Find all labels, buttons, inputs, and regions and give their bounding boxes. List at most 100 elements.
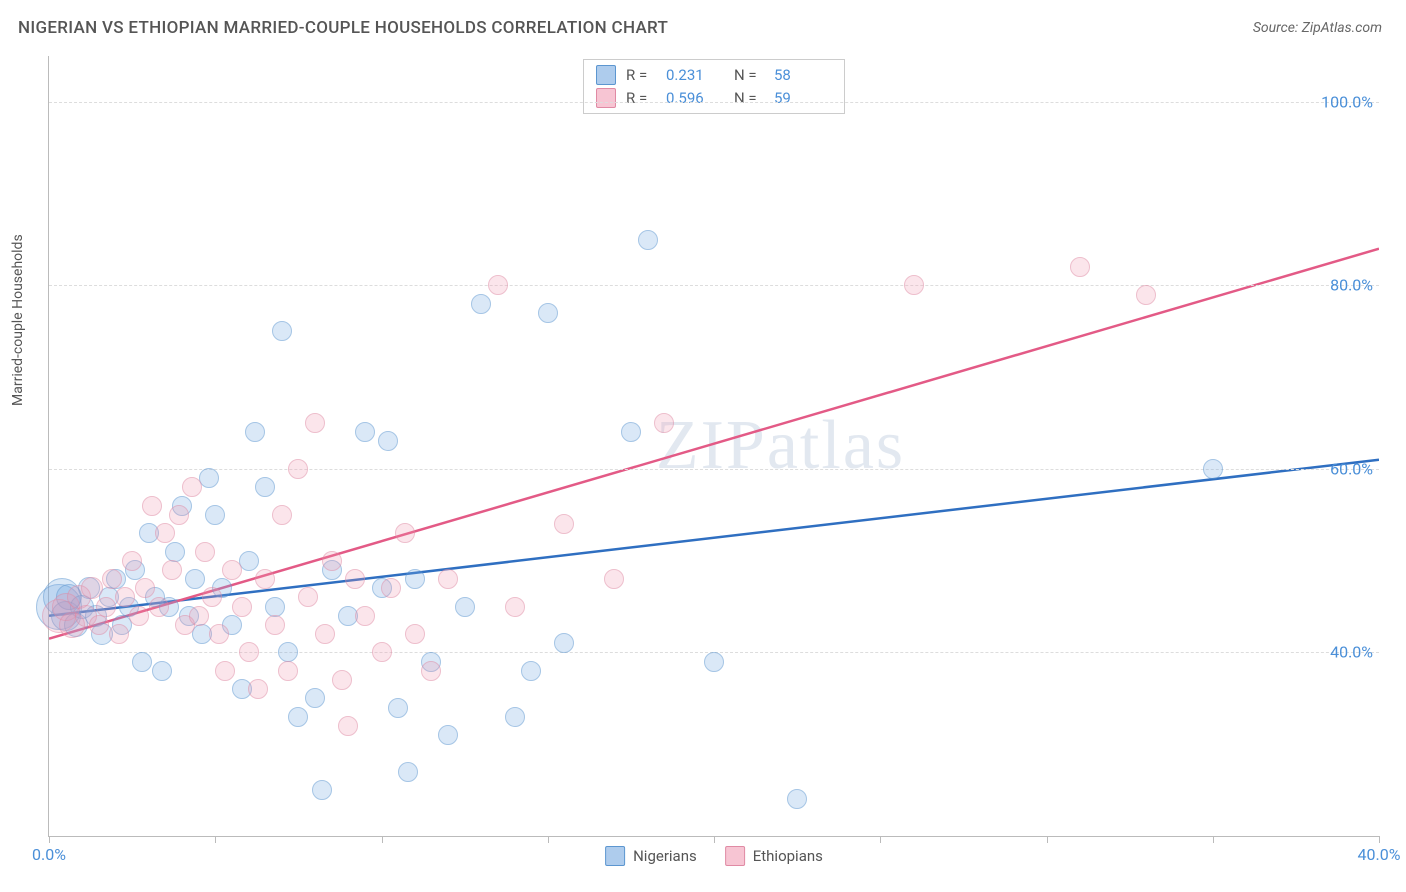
data-point-nigerians[interactable] <box>505 707 525 727</box>
data-point-ethiopians[interactable] <box>149 597 169 617</box>
swatch-pink-icon <box>596 88 616 108</box>
data-point-nigerians[interactable] <box>1203 459 1223 479</box>
data-point-ethiopians[interactable] <box>272 505 292 525</box>
data-point-nigerians[interactable] <box>132 652 152 672</box>
data-point-ethiopians[interactable] <box>265 615 285 635</box>
y-tick-label: 100.0% <box>1321 92 1373 111</box>
data-point-ethiopians[interactable] <box>298 587 318 607</box>
data-point-ethiopians[interactable] <box>288 459 308 479</box>
swatch-pink-icon <box>725 846 745 866</box>
data-point-nigerians[interactable] <box>621 422 641 442</box>
data-point-nigerians[interactable] <box>398 762 418 782</box>
data-point-ethiopians[interactable] <box>248 679 268 699</box>
data-point-ethiopians[interactable] <box>182 477 202 497</box>
data-point-ethiopians[interactable] <box>421 661 441 681</box>
x-tick <box>1213 836 1214 843</box>
plot-area: ZIPatlas R = 0.231 N = 58 R = 0.596 N = … <box>48 56 1379 837</box>
data-point-nigerians[interactable] <box>521 661 541 681</box>
data-point-nigerians[interactable] <box>378 431 398 451</box>
data-point-ethiopians[interactable] <box>169 505 189 525</box>
data-point-ethiopians[interactable] <box>372 642 392 662</box>
data-point-nigerians[interactable] <box>405 569 425 589</box>
data-point-ethiopians[interactable] <box>1070 257 1090 277</box>
data-point-nigerians[interactable] <box>638 230 658 250</box>
data-point-ethiopians[interactable] <box>315 624 335 644</box>
data-point-nigerians[interactable] <box>312 780 332 800</box>
data-point-ethiopians[interactable] <box>278 661 298 681</box>
r-value-ethiopians: 0.596 <box>666 87 724 110</box>
data-point-ethiopians[interactable] <box>232 597 252 617</box>
y-axis-label: Married-couple Households <box>10 234 26 406</box>
data-point-ethiopians[interactable] <box>405 624 425 644</box>
data-point-nigerians[interactable] <box>245 422 265 442</box>
data-point-nigerians[interactable] <box>265 597 285 617</box>
data-point-ethiopians[interactable] <box>155 523 175 543</box>
n-value-nigerians: 58 <box>774 64 832 87</box>
data-point-ethiopians[interactable] <box>109 624 129 644</box>
y-tick-label: 60.0% <box>1330 459 1373 478</box>
watermark-text: ZIPatlas <box>656 406 905 486</box>
data-point-ethiopians[interactable] <box>255 569 275 589</box>
data-point-ethiopians[interactable] <box>1136 285 1156 305</box>
data-point-nigerians[interactable] <box>355 422 375 442</box>
data-point-nigerians[interactable] <box>704 652 724 672</box>
r-value-nigerians: 0.231 <box>666 64 724 87</box>
data-point-ethiopians[interactable] <box>332 670 352 690</box>
data-point-nigerians[interactable] <box>185 569 205 589</box>
data-point-ethiopians[interactable] <box>322 551 342 571</box>
data-point-ethiopians[interactable] <box>654 413 674 433</box>
data-point-nigerians[interactable] <box>455 597 475 617</box>
data-point-nigerians[interactable] <box>205 505 225 525</box>
data-point-nigerians[interactable] <box>538 303 558 323</box>
chart-container: NIGERIAN VS ETHIOPIAN MARRIED-COUPLE HOU… <box>0 0 1406 892</box>
data-point-ethiopians[interactable] <box>209 624 229 644</box>
data-point-ethiopians[interactable] <box>122 551 142 571</box>
data-point-ethiopians[interactable] <box>129 606 149 626</box>
data-point-ethiopians[interactable] <box>135 578 155 598</box>
data-point-nigerians[interactable] <box>787 789 807 809</box>
data-point-ethiopians[interactable] <box>81 577 103 599</box>
data-point-ethiopians[interactable] <box>142 496 162 516</box>
source-link[interactable]: ZipAtlas.com <box>1302 20 1382 36</box>
data-point-nigerians[interactable] <box>471 294 491 314</box>
data-point-nigerians[interactable] <box>278 642 298 662</box>
data-point-ethiopians[interactable] <box>115 587 135 607</box>
data-point-ethiopians[interactable] <box>554 514 574 534</box>
data-point-ethiopians[interactable] <box>395 523 415 543</box>
data-point-nigerians[interactable] <box>438 725 458 745</box>
data-point-ethiopians[interactable] <box>195 542 215 562</box>
data-point-ethiopians[interactable] <box>189 606 209 626</box>
data-point-nigerians[interactable] <box>554 633 574 653</box>
data-point-nigerians[interactable] <box>388 698 408 718</box>
legend-label-nigerians: Nigerians <box>633 847 697 865</box>
data-point-nigerians[interactable] <box>272 321 292 341</box>
data-point-ethiopians[interactable] <box>338 716 358 736</box>
series-legend: Nigerians Ethiopians <box>605 846 823 866</box>
data-point-ethiopians[interactable] <box>215 661 235 681</box>
data-point-ethiopians[interactable] <box>438 569 458 589</box>
data-point-ethiopians[interactable] <box>381 578 401 598</box>
data-point-ethiopians[interactable] <box>505 597 525 617</box>
data-point-nigerians[interactable] <box>165 542 185 562</box>
data-point-ethiopians[interactable] <box>604 569 624 589</box>
data-point-ethiopians[interactable] <box>89 615 109 635</box>
data-point-ethiopians[interactable] <box>355 606 375 626</box>
data-point-ethiopians[interactable] <box>96 597 116 617</box>
data-point-ethiopians[interactable] <box>162 560 182 580</box>
swatch-blue-icon <box>605 846 625 866</box>
data-point-ethiopians[interactable] <box>102 569 122 589</box>
source-attribution: Source: ZipAtlas.com <box>1253 20 1382 36</box>
data-point-nigerians[interactable] <box>305 688 325 708</box>
data-point-nigerians[interactable] <box>288 707 308 727</box>
trend-line <box>49 460 1379 616</box>
data-point-ethiopians[interactable] <box>202 587 222 607</box>
data-point-ethiopians[interactable] <box>488 275 508 295</box>
data-point-nigerians[interactable] <box>152 661 172 681</box>
data-point-ethiopians[interactable] <box>904 275 924 295</box>
data-point-ethiopians[interactable] <box>239 642 259 662</box>
data-point-ethiopians[interactable] <box>345 569 365 589</box>
data-point-ethiopians[interactable] <box>305 413 325 433</box>
legend-label-ethiopians: Ethiopians <box>753 847 823 865</box>
data-point-ethiopians[interactable] <box>222 560 242 580</box>
data-point-nigerians[interactable] <box>255 477 275 497</box>
